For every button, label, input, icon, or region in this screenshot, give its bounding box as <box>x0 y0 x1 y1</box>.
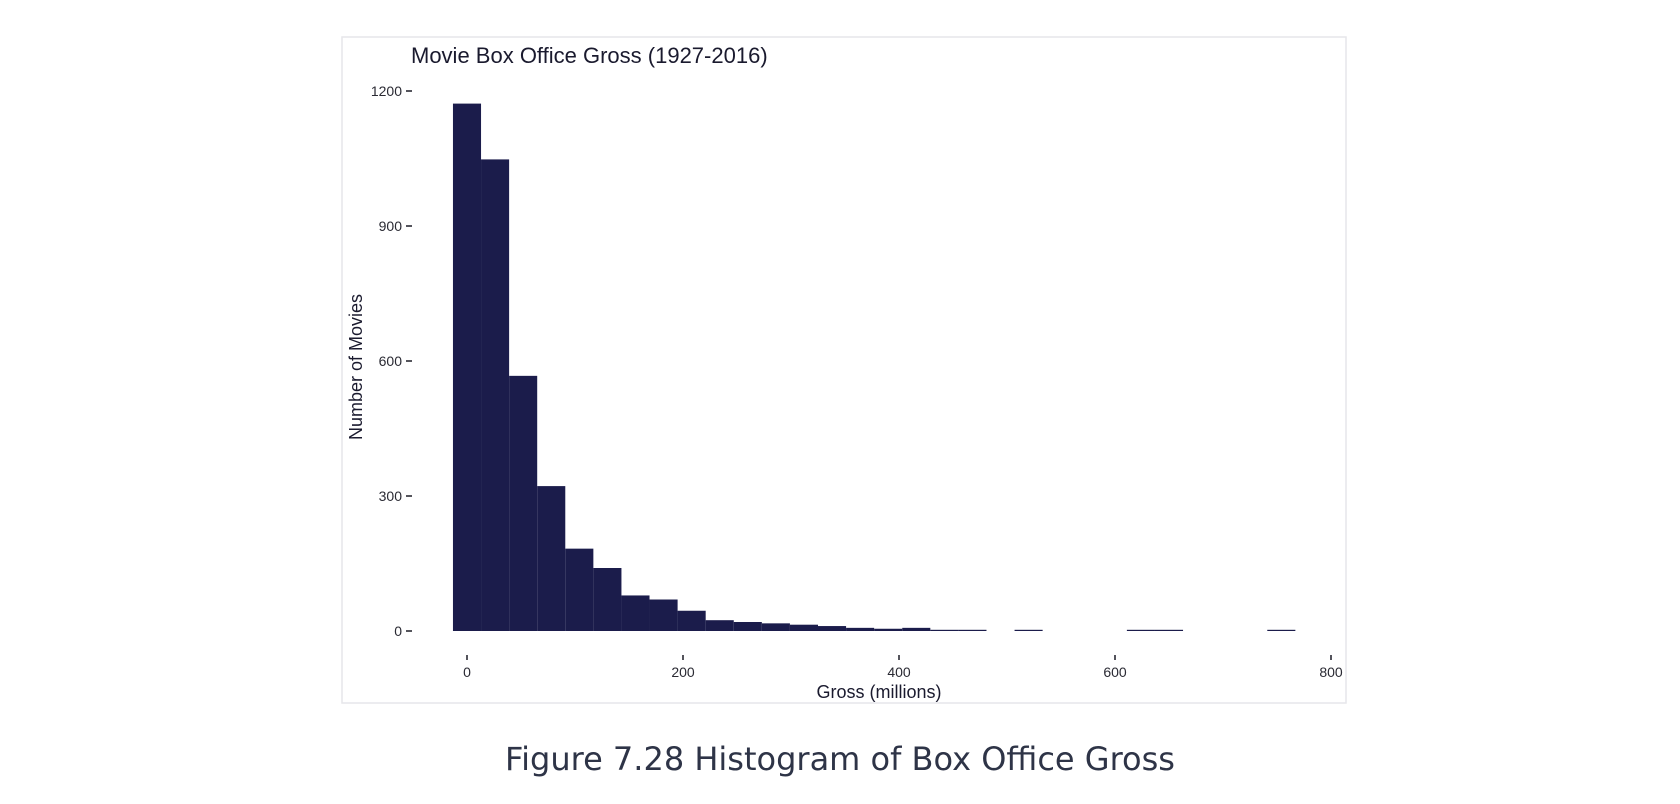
y-tick-label-4: 1200 <box>371 83 402 99</box>
histogram-bar-13 <box>818 626 847 631</box>
histogram-bar-11 <box>761 623 790 631</box>
y-axis-label: Number of Movies <box>346 294 366 440</box>
x-axis: 0 200 400 600 800 <box>463 655 1343 680</box>
histogram-bar-1 <box>481 159 510 631</box>
histogram-bar-17 <box>930 629 959 631</box>
x-tick-label-4: 800 <box>1319 664 1343 680</box>
histogram-bar-22 <box>1267 629 1296 631</box>
histogram-bar-4 <box>565 548 594 631</box>
histogram-bar-19 <box>1014 629 1043 631</box>
histogram-bar-10 <box>733 622 762 631</box>
x-tick-label-1: 200 <box>671 664 695 680</box>
histogram-bar-20 <box>1126 629 1155 631</box>
x-tick-label-3: 600 <box>1103 664 1127 680</box>
histogram-bar-7 <box>649 599 678 631</box>
histogram-bar-2 <box>509 375 538 631</box>
chart-title: Movie Box Office Gross (1927-2016) <box>411 43 768 68</box>
x-axis-label: Gross (millions) <box>816 682 941 702</box>
histogram-bar-0 <box>452 103 482 632</box>
figure-caption: Figure 7.28 Histogram of Box Office Gros… <box>505 740 1175 778</box>
histogram-bars <box>452 103 1296 632</box>
histogram-bar-3 <box>537 486 566 631</box>
y-tick-label-2: 600 <box>379 353 403 369</box>
x-tick-label-0: 0 <box>463 664 471 680</box>
histogram-bar-18 <box>958 629 987 631</box>
y-tick-label-3: 900 <box>379 218 403 234</box>
histogram-bar-5 <box>593 568 622 631</box>
histogram-bar-16 <box>902 627 931 631</box>
histogram-bar-9 <box>705 620 734 631</box>
y-axis: 0 300 600 900 1200 <box>371 83 412 639</box>
histogram-bar-21 <box>1154 629 1184 631</box>
histogram-bar-14 <box>846 627 875 631</box>
histogram-bar-12 <box>789 624 818 631</box>
histogram-bar-8 <box>677 610 706 631</box>
histogram-bar-6 <box>621 595 650 631</box>
x-tick-label-2: 400 <box>887 664 911 680</box>
y-tick-label-0: 0 <box>394 623 402 639</box>
y-tick-label-1: 300 <box>379 488 403 504</box>
histogram-bar-15 <box>874 628 903 631</box>
